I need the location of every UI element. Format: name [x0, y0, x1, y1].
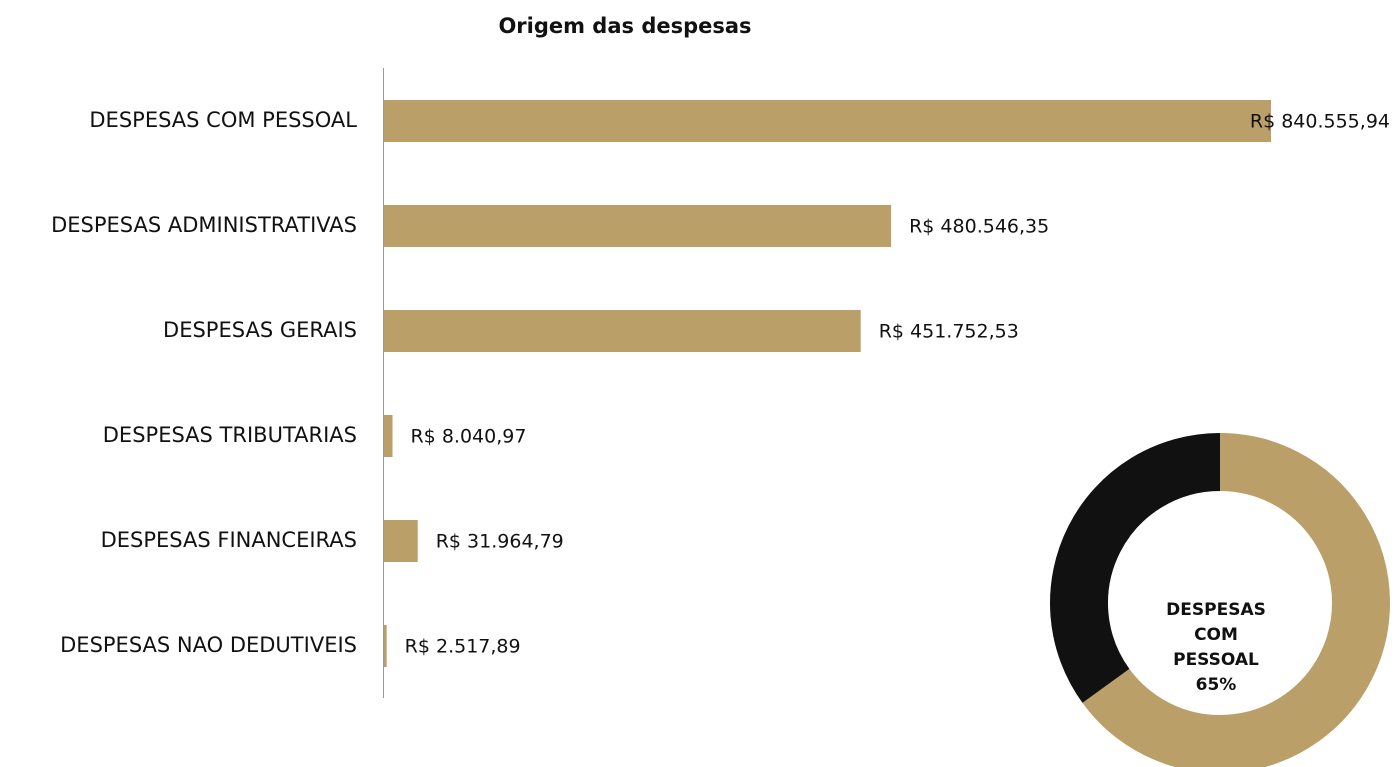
donut-value-label: 65%: [1195, 675, 1237, 695]
value-label: R$ 480.546,35: [909, 216, 1049, 238]
donut-category: DESPESAS COM PESSOAL: [1166, 600, 1266, 670]
category-label: DESPESAS FINANCEIRAS: [101, 528, 357, 552]
category-label: DESPESAS COM PESSOAL: [89, 108, 357, 132]
category-label: DESPESAS TRIBUTARIAS: [103, 423, 357, 447]
bar: [384, 205, 892, 247]
category-label: DESPESAS ADMINISTRATIVAS: [51, 213, 357, 237]
donut-slice: [1050, 433, 1221, 703]
value-label: R$ 8.040,97: [410, 426, 526, 448]
bar: [384, 520, 418, 562]
bar: [384, 625, 387, 667]
donut-slice: [1082, 433, 1390, 767]
value-label: R$ 451.752,53: [879, 321, 1019, 343]
donut-center: DESPESAS COM PESSOAL 65%: [1150, 598, 1282, 698]
bar: [384, 100, 1271, 142]
bar: [384, 415, 393, 457]
chart-title: Origem das despesas: [498, 14, 751, 38]
category-label: DESPESAS NAO DEDUTIVEIS: [60, 633, 357, 657]
category-label: DESPESAS GERAIS: [163, 318, 357, 342]
value-label: R$ 840.555,94: [1250, 111, 1390, 133]
value-label: R$ 2.517,89: [405, 636, 521, 658]
value-label: R$ 31.964,79: [436, 531, 564, 553]
bar: [384, 310, 861, 352]
